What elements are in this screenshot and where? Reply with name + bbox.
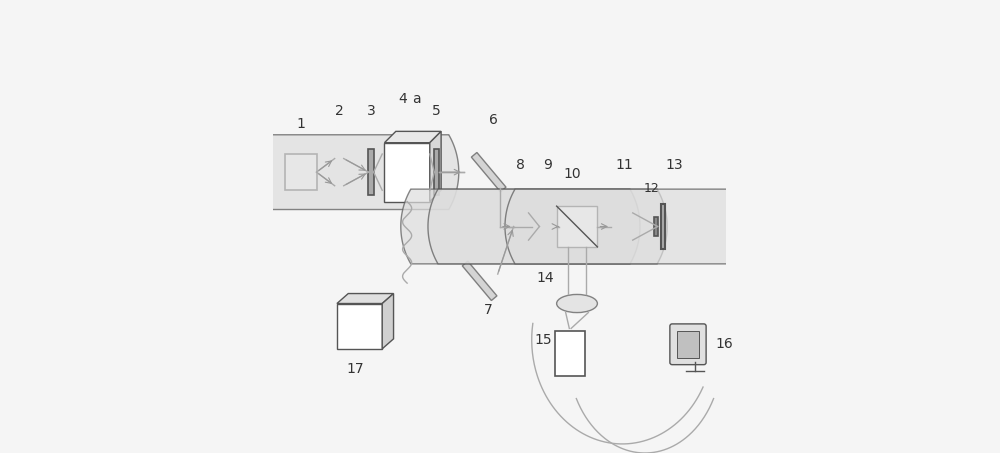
Text: 15: 15 xyxy=(534,333,552,347)
Bar xyxy=(555,331,585,376)
Polygon shape xyxy=(382,294,394,349)
Bar xyxy=(654,217,658,236)
Bar xyxy=(434,149,439,195)
Polygon shape xyxy=(337,294,394,304)
Text: 8: 8 xyxy=(516,158,525,172)
Bar xyxy=(384,143,430,202)
Polygon shape xyxy=(471,153,506,192)
Polygon shape xyxy=(430,131,441,202)
Polygon shape xyxy=(505,189,744,264)
Text: 5: 5 xyxy=(432,104,441,118)
Text: 1: 1 xyxy=(296,117,305,131)
Text: 3: 3 xyxy=(367,104,375,118)
Bar xyxy=(337,304,382,349)
Text: 11: 11 xyxy=(616,158,633,172)
Text: 13: 13 xyxy=(666,158,683,172)
Text: 9: 9 xyxy=(543,158,552,172)
Bar xyxy=(557,206,597,247)
Polygon shape xyxy=(428,189,667,264)
Bar xyxy=(677,331,699,358)
Text: 12: 12 xyxy=(644,182,660,195)
Text: 6: 6 xyxy=(489,113,498,127)
Text: 4: 4 xyxy=(398,92,407,106)
Polygon shape xyxy=(401,189,640,264)
FancyBboxPatch shape xyxy=(670,324,706,365)
Bar xyxy=(285,154,317,190)
Text: 17: 17 xyxy=(346,362,364,376)
Text: 7: 7 xyxy=(484,303,493,317)
Text: 16: 16 xyxy=(715,337,733,351)
Ellipse shape xyxy=(557,294,597,313)
Text: 14: 14 xyxy=(536,271,554,285)
Text: a: a xyxy=(412,92,421,106)
Text: 2: 2 xyxy=(335,104,344,118)
Text: 10: 10 xyxy=(564,167,581,181)
Polygon shape xyxy=(462,261,497,300)
Polygon shape xyxy=(220,135,459,209)
Polygon shape xyxy=(384,131,441,143)
Bar xyxy=(661,204,665,249)
Bar xyxy=(368,149,374,195)
